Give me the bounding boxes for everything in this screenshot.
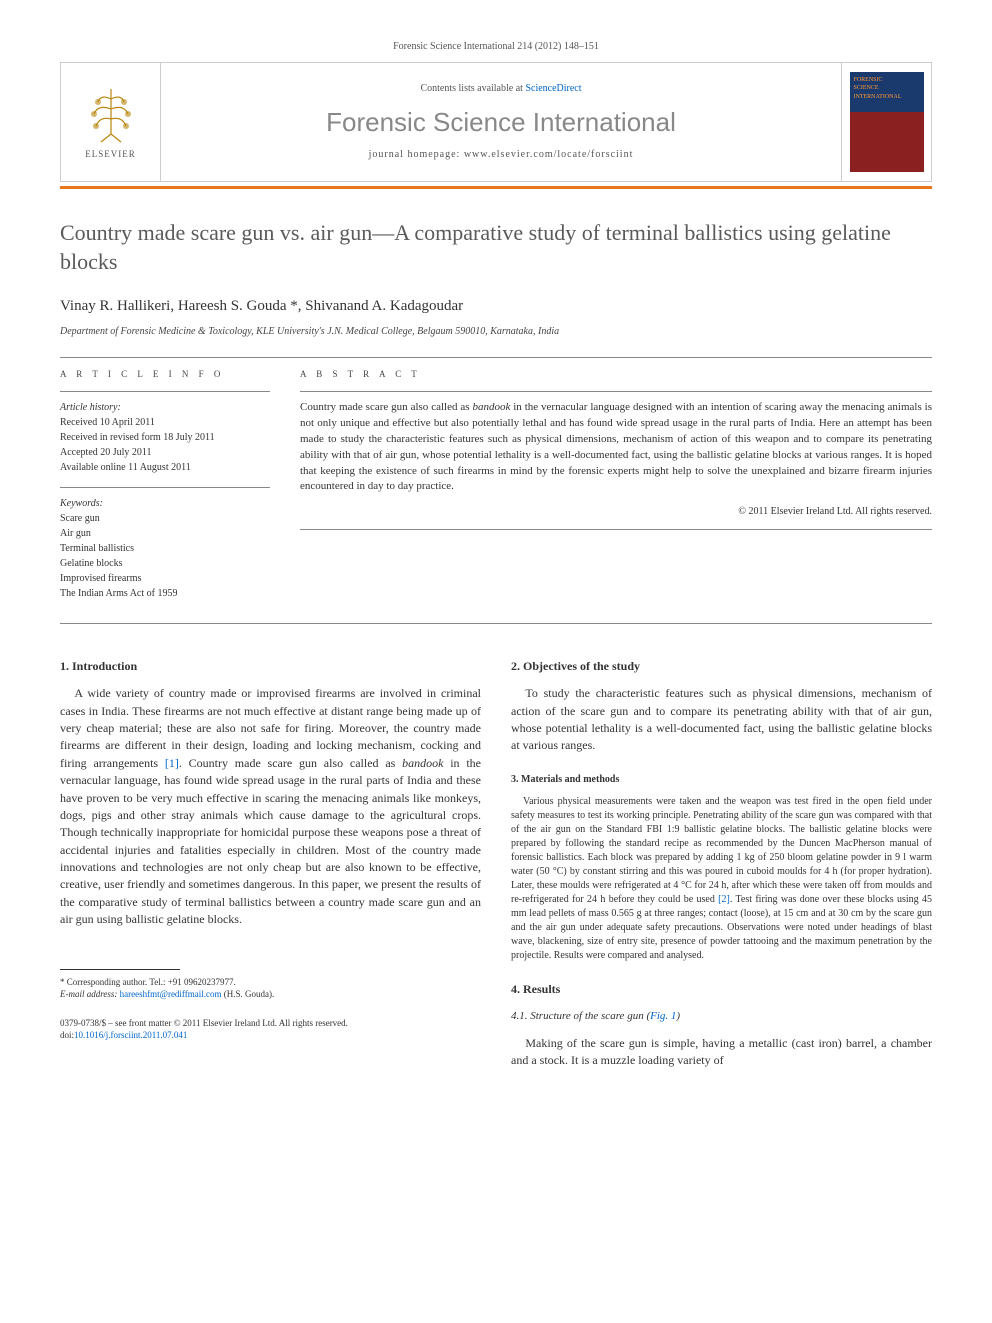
abstract-copyright: © 2011 Elsevier Ireland Ltd. All rights … — [300, 505, 932, 519]
journal-name: Forensic Science International — [326, 104, 676, 140]
results-paragraph: Making of the scare gun is simple, havin… — [511, 1035, 932, 1070]
info-abstract-row: A R T I C L E I N F O Article history: R… — [60, 368, 932, 613]
email-label: E-mail address: — [60, 989, 120, 999]
section-heading-results: 4. Results — [511, 981, 932, 998]
abstract-heading: A B S T R A C T — [300, 368, 932, 381]
affiliation: Department of Forensic Medicine & Toxico… — [60, 325, 932, 339]
running-header: Forensic Science International 214 (2012… — [60, 40, 932, 54]
section-heading-intro: 1. Introduction — [60, 658, 481, 675]
email-link[interactable]: hareeshfmt@rediffmail.com — [120, 989, 222, 999]
keyword: The Indian Arms Act of 1959 — [60, 586, 270, 601]
sciencedirect-link[interactable]: ScienceDirect — [525, 83, 581, 94]
divider — [300, 529, 932, 530]
intro-paragraph: A wide variety of country made or improv… — [60, 685, 481, 928]
article-title: Country made scare gun vs. air gun—A com… — [60, 219, 932, 276]
divider — [60, 391, 270, 392]
history-accepted: Accepted 20 July 2011 — [60, 445, 270, 460]
email-footnote: E-mail address: hareeshfmt@rediffmail.co… — [60, 988, 481, 1001]
homepage-prefix: journal homepage: — [369, 149, 464, 160]
right-column: 2. Objectives of the study To study the … — [511, 654, 932, 1070]
footer-block: 0379-0738/$ – see front matter © 2011 El… — [60, 1017, 481, 1042]
doi-line: doi:10.1016/j.forsciint.2011.07.041 — [60, 1029, 481, 1042]
divider — [300, 391, 932, 392]
divider — [60, 623, 932, 624]
keyword: Air gun — [60, 526, 270, 541]
divider — [60, 487, 270, 488]
email-suffix: (H.S. Gouda). — [222, 989, 275, 999]
objectives-paragraph: To study the characteristic features suc… — [511, 685, 932, 755]
divider — [60, 357, 932, 358]
history-label: Article history: — [60, 400, 270, 415]
ref-link-2[interactable]: [2] — [718, 894, 730, 905]
history-revised: Received in revised form 18 July 2011 — [60, 430, 270, 445]
subsection-heading-structure: 4.1. Structure of the scare gun (Fig. 1) — [511, 1009, 932, 1025]
cover-text-bot: INTERNATIONAL — [854, 93, 920, 101]
keyword: Terminal ballistics — [60, 541, 270, 556]
front-matter-line: 0379-0738/$ – see front matter © 2011 El… — [60, 1017, 481, 1030]
doi-link[interactable]: 10.1016/j.forsciint.2011.07.041 — [74, 1030, 187, 1040]
publisher-logo-block: ELSEVIER — [61, 63, 161, 181]
keyword: Improvised firearms — [60, 571, 270, 586]
publisher-label: ELSEVIER — [85, 148, 136, 161]
cover-thumbnail-block: FORENSIC SCIENCE INTERNATIONAL — [841, 63, 931, 181]
homepage-line: journal homepage: www.elsevier.com/locat… — [369, 148, 634, 162]
abstract-column: A B S T R A C T Country made scare gun a… — [300, 368, 932, 613]
abstract-text: Country made scare gun also called as ba… — [300, 400, 932, 496]
ref-link-1[interactable]: [1] — [165, 756, 179, 770]
left-column: 1. Introduction A wide variety of countr… — [60, 654, 481, 1070]
cover-text-mid: SCIENCE — [854, 84, 920, 92]
accent-rule — [60, 186, 932, 189]
cover-text-top: FORENSIC — [854, 76, 920, 84]
homepage-url: www.elsevier.com/locate/forsciint — [464, 149, 634, 160]
keyword: Scare gun — [60, 511, 270, 526]
section-heading-objectives: 2. Objectives of the study — [511, 658, 932, 675]
authors-line: Vinay R. Hallikeri, Hareesh S. Gouda *, … — [60, 296, 932, 317]
keywords-label: Keywords: — [60, 496, 270, 511]
materials-paragraph: Various physical measurements were taken… — [511, 795, 932, 963]
history-online: Available online 11 August 2011 — [60, 460, 270, 475]
contents-line: Contents lists available at ScienceDirec… — [420, 82, 581, 96]
body-columns: 1. Introduction A wide variety of countr… — [60, 654, 932, 1070]
contents-prefix: Contents lists available at — [420, 83, 525, 94]
footnote-rule — [60, 969, 180, 970]
article-info-column: A R T I C L E I N F O Article history: R… — [60, 368, 270, 613]
journal-cover-icon: FORENSIC SCIENCE INTERNATIONAL — [850, 72, 924, 172]
keyword: Gelatine blocks — [60, 556, 270, 571]
history-received: Received 10 April 2011 — [60, 415, 270, 430]
masthead: ELSEVIER Contents lists available at Sci… — [60, 62, 932, 182]
doi-prefix: doi: — [60, 1030, 74, 1040]
corresponding-footnote: * Corresponding author. Tel.: +91 096202… — [60, 976, 481, 989]
elsevier-tree-icon — [86, 84, 136, 144]
fig-link-1[interactable]: Fig. 1 — [650, 1010, 676, 1022]
info-heading: A R T I C L E I N F O — [60, 368, 270, 381]
masthead-center: Contents lists available at ScienceDirec… — [161, 63, 841, 181]
section-heading-materials: 3. Materials and methods — [511, 773, 932, 788]
